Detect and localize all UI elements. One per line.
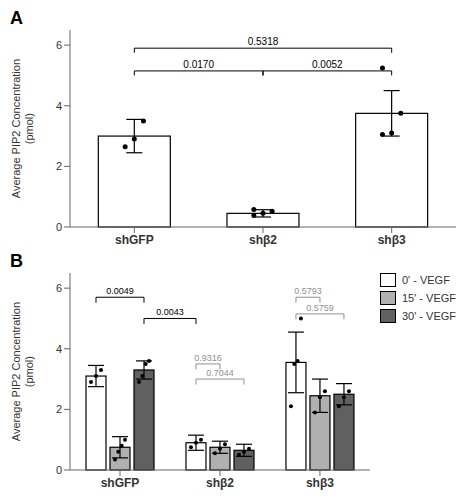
html-text:15' - VEGF: 15' - VEGF <box>401 292 456 304</box>
svg-text:shGFP: shGFP <box>101 476 140 490</box>
svg-text:4: 4 <box>56 343 62 355</box>
svg-text:0.0170: 0.0170 <box>183 59 214 70</box>
svg-text:0: 0 <box>56 221 62 233</box>
svg-text:0.5759: 0.5759 <box>306 303 334 313</box>
svg-text:shβ2: shβ2 <box>206 476 234 490</box>
svg-text:shβ3: shβ3 <box>306 476 334 490</box>
html-text:Average PIP2 Concentration (pm: Average PIP2 Concentration (pmol) <box>10 301 35 442</box>
svg-text:0: 0 <box>56 464 62 476</box>
html-text:30' - VEGF: 30' - VEGF <box>401 310 456 322</box>
svg-text:0.0049: 0.0049 <box>106 286 134 296</box>
svg-text:0.0043: 0.0043 <box>156 307 184 317</box>
svg-text:0.5318: 0.5318 <box>248 36 279 47</box>
svg-text:shβ2: shβ2 <box>249 233 277 247</box>
svg-text:4: 4 <box>56 100 62 112</box>
svg-text:6: 6 <box>56 39 62 51</box>
svg-text:shGFP: shGFP <box>115 233 154 247</box>
svg-text:2: 2 <box>56 403 62 415</box>
svg-text:2: 2 <box>56 160 62 172</box>
html-text:0' - VEGF: 0' - VEGF <box>401 274 450 286</box>
svg-text:0.7044: 0.7044 <box>206 368 234 378</box>
svg-text:0.5793: 0.5793 <box>294 286 322 296</box>
svg-text:6: 6 <box>56 282 62 294</box>
svg-text:0.0052: 0.0052 <box>312 59 343 70</box>
html-text:A: A <box>10 8 23 28</box>
html-text:B: B <box>10 251 23 271</box>
svg-text:shβ3: shβ3 <box>378 233 406 247</box>
html-text:Average PIP2 Concentration (pm: Average PIP2 Concentration (pmol) <box>10 58 35 199</box>
svg-text:0.9316: 0.9316 <box>194 353 222 363</box>
